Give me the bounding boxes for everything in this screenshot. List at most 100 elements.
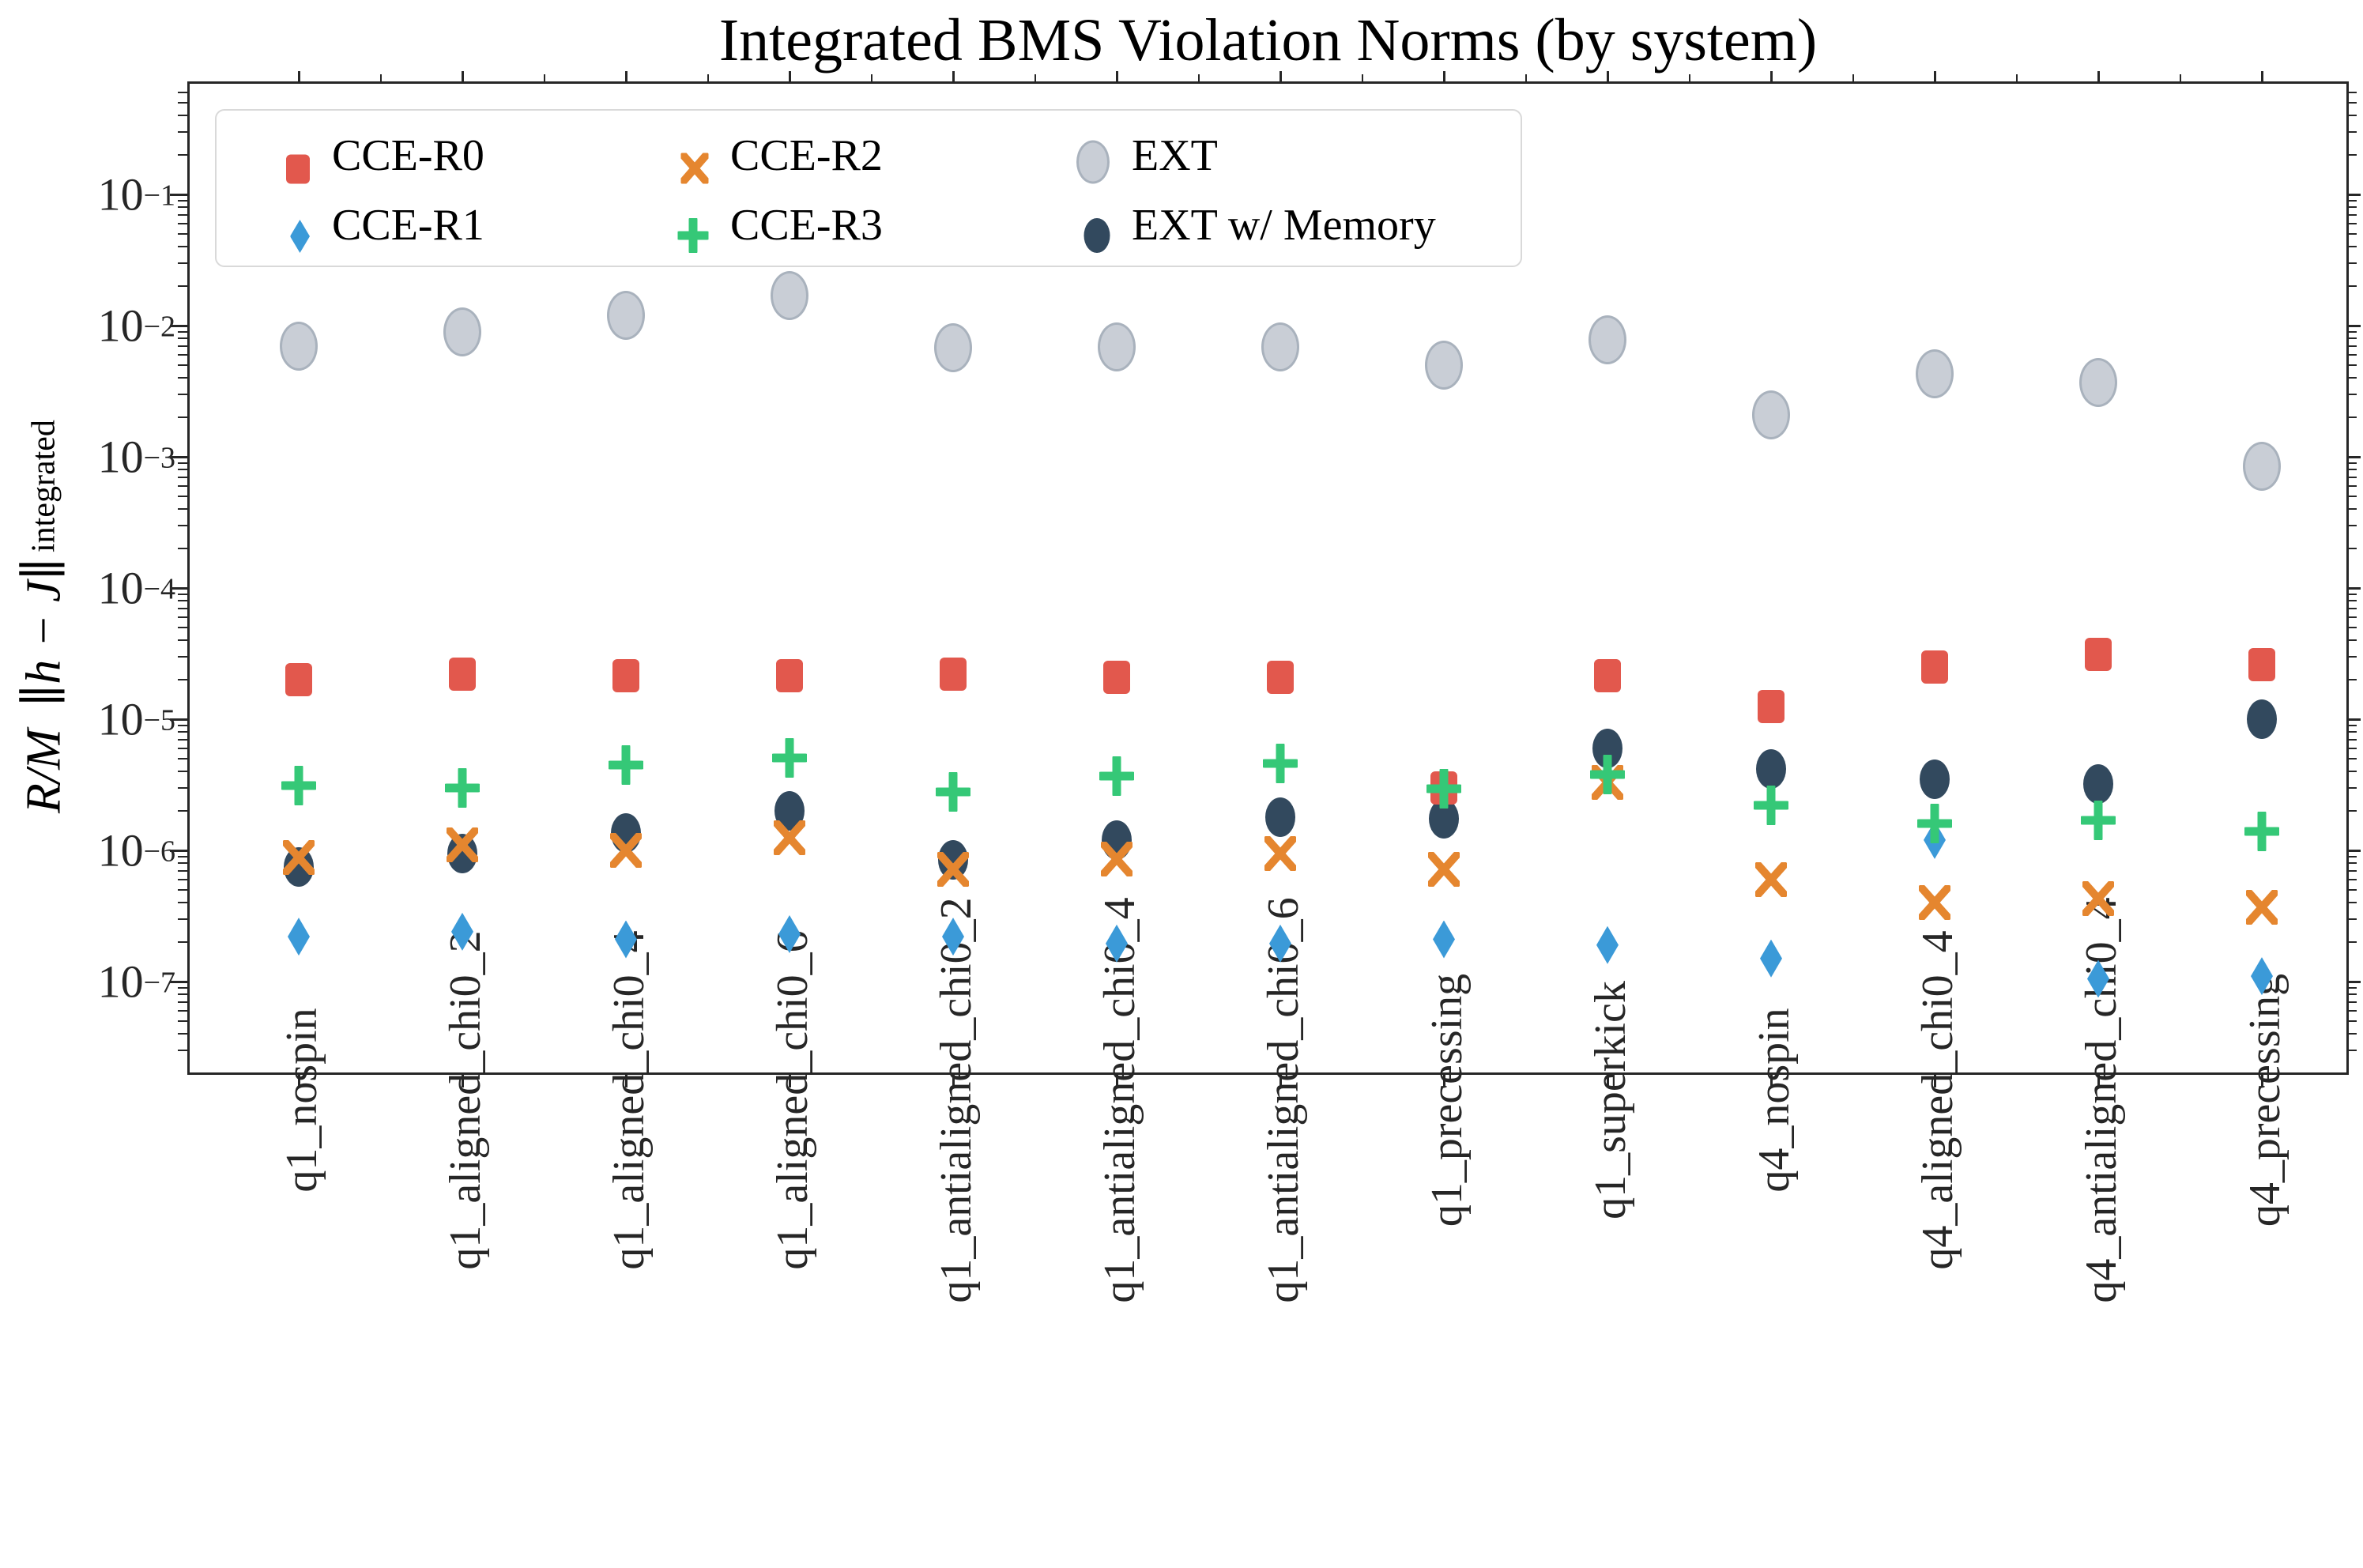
x-major-tick bbox=[952, 1075, 955, 1087]
y-minor-tick bbox=[178, 862, 187, 865]
x-major-tick-top bbox=[952, 71, 955, 81]
data-point-cce-r3 bbox=[1423, 766, 1464, 812]
y-minor-tick bbox=[178, 377, 187, 379]
y-minor-tick bbox=[178, 285, 187, 288]
y-major-tick-right bbox=[2349, 718, 2361, 721]
y-minor-tick-right bbox=[2349, 377, 2357, 379]
y-minor-tick-right bbox=[2349, 345, 2357, 347]
data-point-cce-r0 bbox=[2085, 638, 2112, 672]
data-point-ext-w-memory bbox=[2247, 699, 2277, 739]
x-major-tick bbox=[1933, 1075, 1936, 1087]
y-minor-tick bbox=[178, 154, 187, 156]
y-minor-tick-right bbox=[2349, 469, 2357, 471]
legend-item-cce-r1: CCE-R1 bbox=[254, 198, 484, 253]
y-minor-tick bbox=[178, 524, 187, 526]
x-major-tick bbox=[1769, 1075, 1773, 1087]
y-minor-tick bbox=[178, 902, 187, 904]
x-major-tick bbox=[461, 1075, 464, 1087]
y-minor-tick-right bbox=[2349, 353, 2357, 356]
y-minor-tick-right bbox=[2349, 213, 2357, 216]
x-major-tick-top bbox=[1279, 71, 1282, 81]
x-tick-label: q4_antialigned_chi0_4 bbox=[2077, 897, 2126, 1303]
data-point-cce-r2 bbox=[1264, 835, 1297, 872]
y-minor-tick bbox=[178, 786, 187, 789]
y-minor-tick-right bbox=[2349, 724, 2357, 726]
y-minor-tick bbox=[178, 855, 187, 858]
x-major-tick-top bbox=[1933, 71, 1936, 81]
data-point-ext bbox=[1098, 322, 1136, 371]
y-major-tick bbox=[170, 718, 187, 721]
y-minor-tick-right bbox=[2349, 810, 2357, 812]
x-minor-tick-top bbox=[1197, 74, 1200, 81]
y-minor-tick bbox=[178, 101, 187, 104]
y-minor-tick bbox=[178, 345, 187, 347]
y-minor-tick-right bbox=[2349, 1049, 2357, 1051]
legend-label: CCE-R3 bbox=[730, 201, 883, 250]
data-point-ext bbox=[443, 307, 481, 356]
x-icon bbox=[680, 152, 709, 184]
x-minor-tick-top bbox=[1524, 74, 1527, 81]
x-tick-label: q4_aligned_chi0_4 bbox=[1913, 930, 1962, 1270]
y-minor-tick bbox=[178, 616, 187, 618]
y-minor-tick bbox=[178, 462, 187, 464]
data-point-cce-r3 bbox=[1096, 753, 1137, 799]
legend-label: CCE-R0 bbox=[332, 131, 484, 180]
data-point-ext-w-memory bbox=[2083, 764, 2113, 805]
legend-item-ext: EXT bbox=[1054, 128, 1218, 183]
data-point-cce-r0 bbox=[1921, 650, 1948, 684]
data-point-ext bbox=[934, 322, 972, 372]
chart-title: Integrated BMS Violation Norms (by syste… bbox=[718, 7, 1818, 74]
y-minor-tick-right bbox=[2349, 115, 2357, 117]
data-point-cce-r3 bbox=[1260, 741, 1301, 786]
square-legend-icon bbox=[254, 128, 310, 183]
y-minor-tick-right bbox=[2349, 1020, 2357, 1022]
data-point-cce-r0 bbox=[449, 658, 476, 692]
data-point-cce-r2 bbox=[937, 850, 970, 888]
x-minor-tick-top bbox=[1034, 74, 1036, 81]
y-minor-tick-right bbox=[2349, 101, 2357, 104]
y-minor-tick-right bbox=[2349, 918, 2357, 920]
data-point-cce-r2 bbox=[1100, 840, 1133, 877]
y-minor-tick-right bbox=[2349, 869, 2357, 872]
x-tick-label: q1_antialigned_chi0_6 bbox=[1259, 897, 1308, 1303]
y-minor-tick-right bbox=[2349, 130, 2357, 133]
circle-open-legend-icon bbox=[1054, 128, 1110, 183]
y-major-tick bbox=[170, 324, 187, 327]
y-minor-tick bbox=[178, 679, 187, 681]
y-major-tick bbox=[170, 980, 187, 983]
circle-open-icon bbox=[1076, 140, 1110, 183]
thin-diamond-icon bbox=[290, 220, 310, 253]
data-point-cce-r3 bbox=[1914, 801, 1955, 846]
x-major-tick bbox=[1279, 1075, 1282, 1087]
x-minor-tick-top bbox=[2015, 74, 2018, 81]
y-minor-tick-right bbox=[2349, 738, 2357, 741]
data-point-cce-r2 bbox=[282, 839, 315, 876]
y-minor-tick bbox=[178, 91, 187, 93]
data-point-cce-r3 bbox=[933, 769, 974, 815]
data-point-cce-r2 bbox=[609, 832, 643, 869]
plus-legend-icon bbox=[653, 198, 711, 256]
y-tick-label: 10−6 bbox=[97, 824, 175, 876]
y-minor-tick-right bbox=[2349, 855, 2357, 858]
y-major-tick bbox=[170, 193, 187, 196]
x-major-tick-top bbox=[1769, 71, 1773, 81]
y-minor-tick-right bbox=[2349, 626, 2357, 628]
legend-label: EXT w/ Memory bbox=[1132, 201, 1436, 250]
x-major-tick-top bbox=[1442, 71, 1445, 81]
y-minor-tick-right bbox=[2349, 902, 2357, 904]
y-minor-tick bbox=[178, 115, 187, 117]
y-tick-label: 10−5 bbox=[97, 693, 175, 745]
y-minor-tick bbox=[178, 986, 187, 989]
y-minor-tick bbox=[178, 593, 187, 595]
y-minor-tick-right bbox=[2349, 771, 2357, 773]
data-point-cce-r3 bbox=[278, 763, 319, 808]
data-point-cce-r3 bbox=[605, 742, 646, 788]
x-major-tick-top bbox=[461, 71, 464, 81]
y-minor-tick-right bbox=[2349, 462, 2357, 464]
y-minor-tick-right bbox=[2349, 416, 2357, 419]
x-major-tick bbox=[1606, 1075, 1609, 1087]
y-minor-tick bbox=[178, 731, 187, 733]
data-point-ext bbox=[771, 270, 808, 320]
y-tick-label: 10−2 bbox=[97, 300, 175, 352]
x-major-tick-top bbox=[2260, 71, 2263, 81]
